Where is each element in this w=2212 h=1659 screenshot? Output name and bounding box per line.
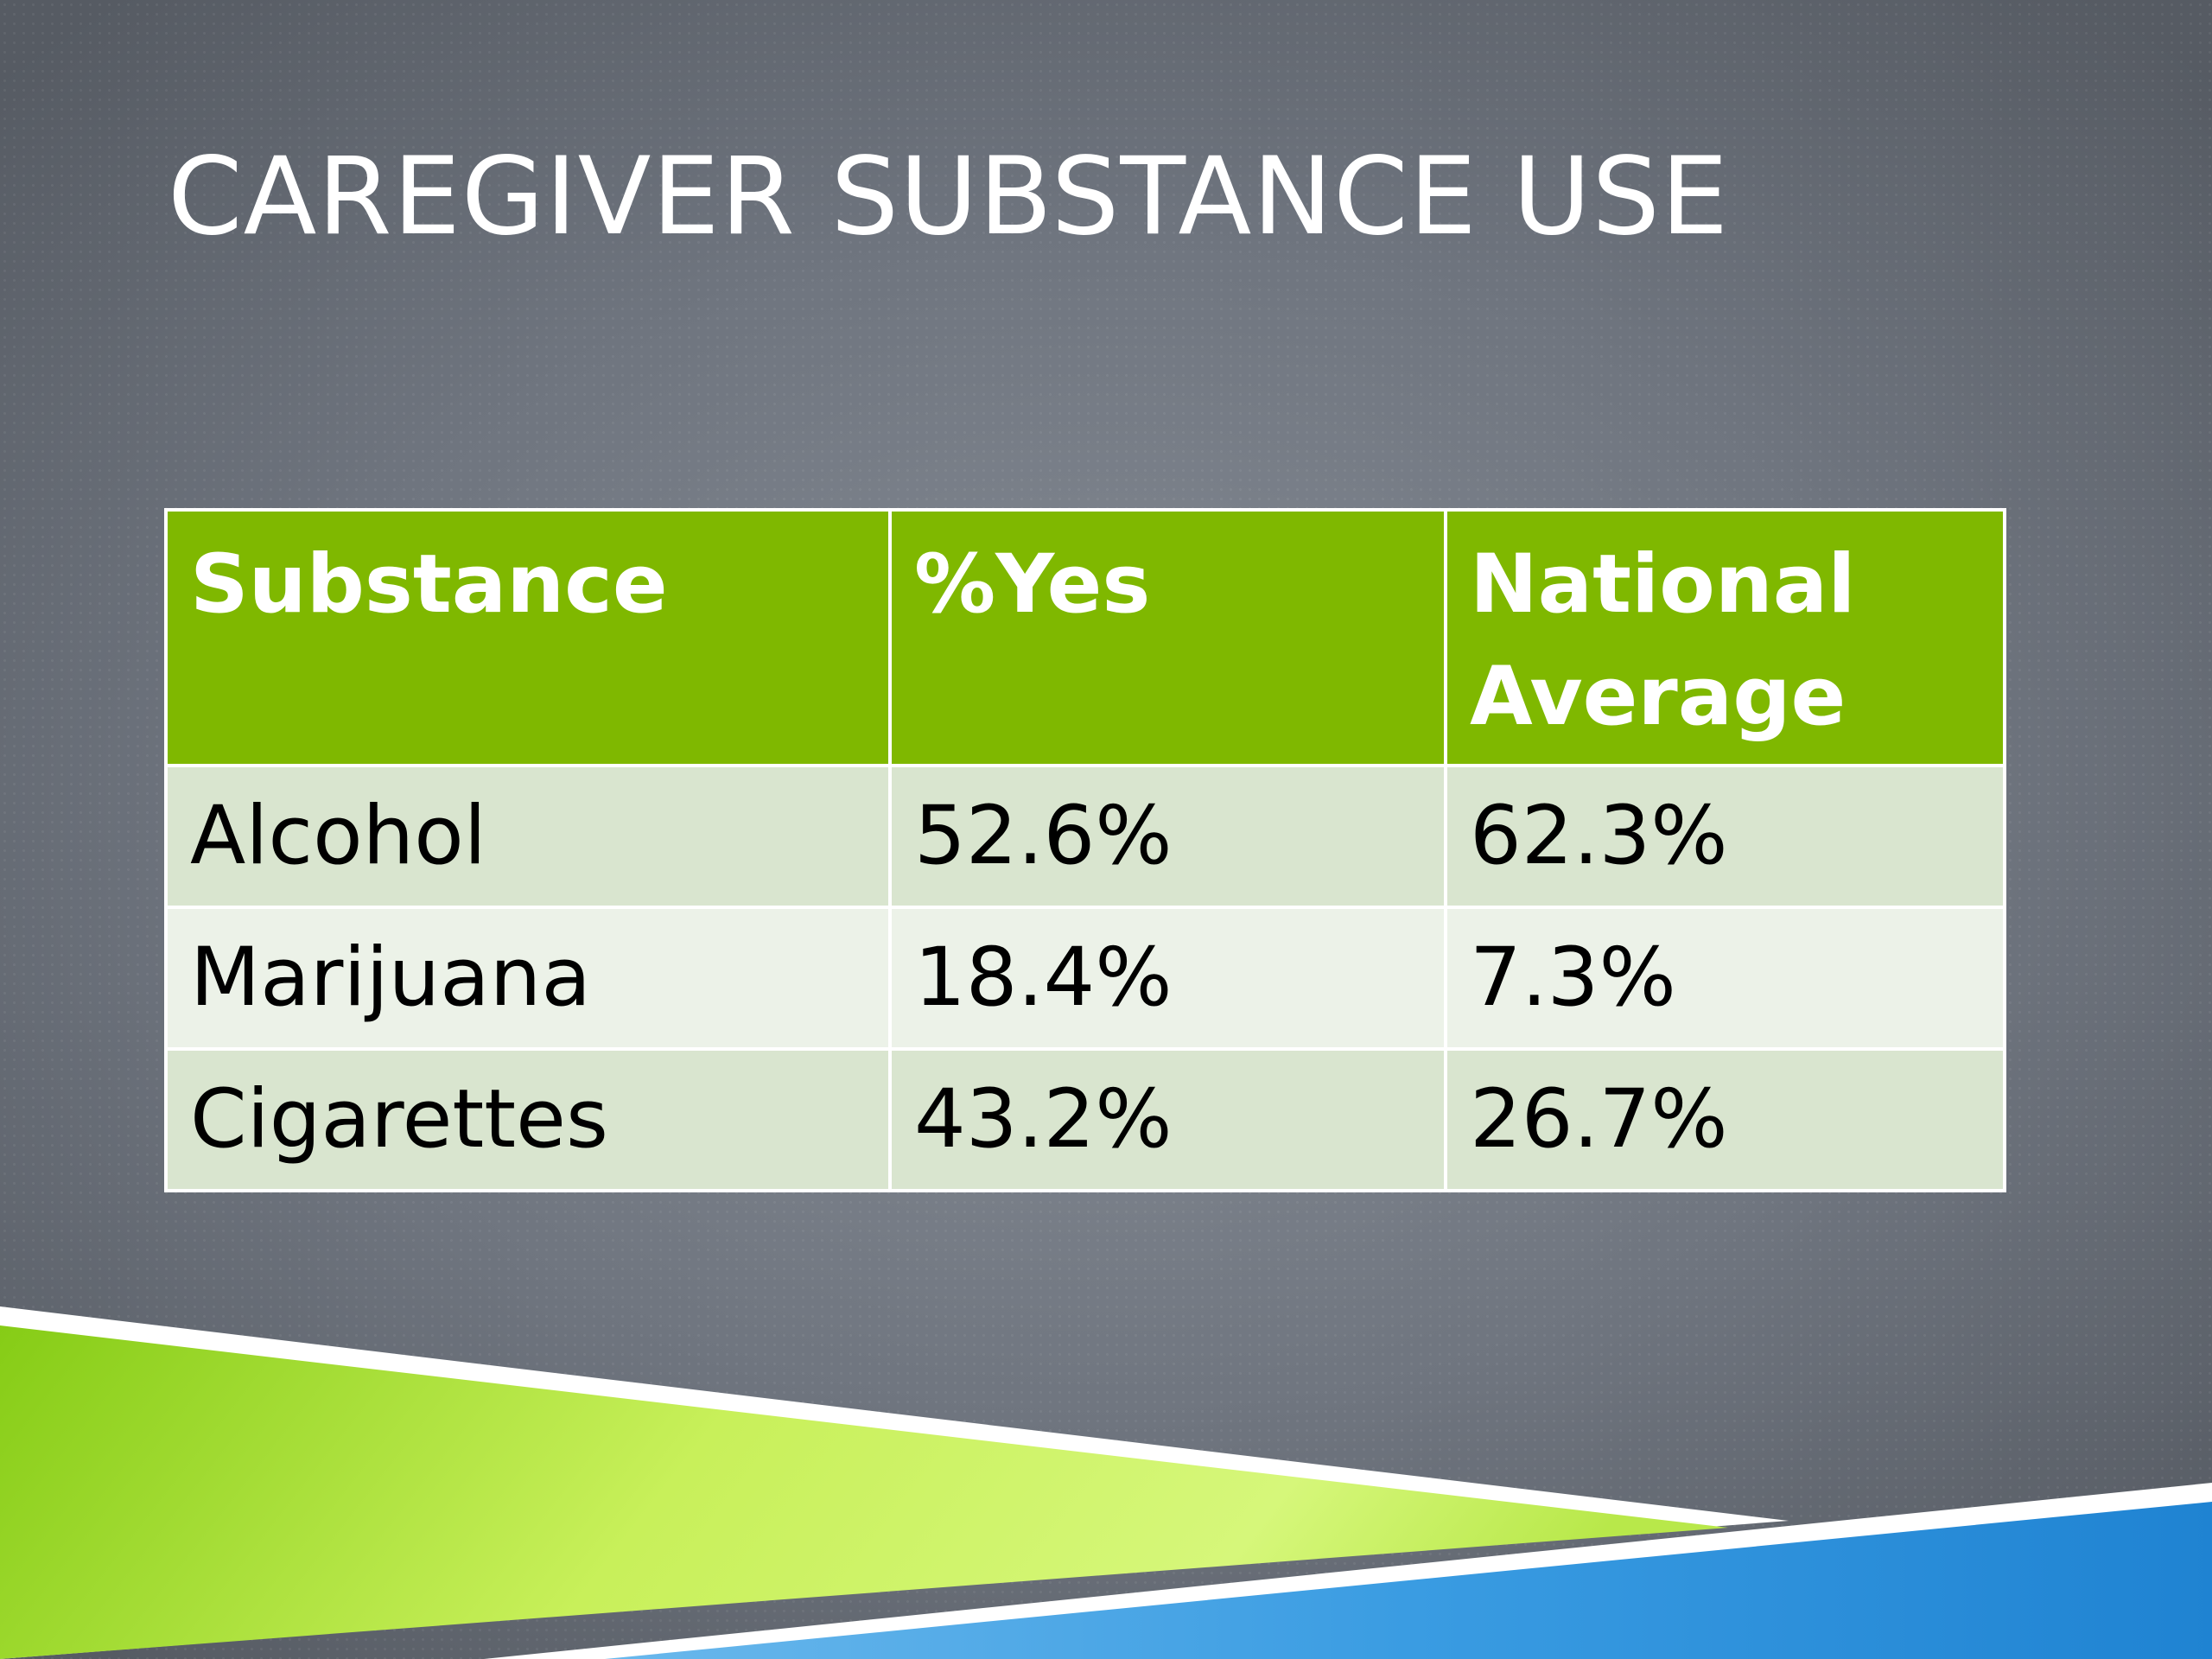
cell-national-average: 62.3% <box>1444 764 2006 909</box>
table-row-cigarettes: Cigarettes 43.2% 26.7% <box>164 1047 2006 1192</box>
green-wedge <box>0 1325 1728 1659</box>
table-row-alcohol: Alcohol 52.6% 62.3% <box>164 764 2006 909</box>
cell-substance: Alcohol <box>164 764 892 909</box>
slide-title: CAREGIVER SUBSTANCE USE <box>168 135 1730 259</box>
white-stripe-upper <box>0 1306 1789 1659</box>
table-header-row: Substance %Yes National Average <box>164 508 2006 767</box>
cell-substance: Marijuana <box>164 906 892 1051</box>
blue-wedge <box>605 1502 2212 1659</box>
white-stripe-lower <box>484 1483 2212 1659</box>
header-national-average: National Average <box>1444 508 2006 767</box>
header-substance: Substance <box>164 508 892 767</box>
cell-percent-yes: 52.6% <box>888 764 1447 909</box>
header-percent-yes: %Yes <box>888 508 1447 767</box>
cell-national-average: 7.3% <box>1444 906 2006 1051</box>
table-row-marijuana: Marijuana 18.4% 7.3% <box>164 906 2006 1051</box>
cell-percent-yes: 43.2% <box>888 1047 1447 1192</box>
cell-national-average: 26.7% <box>1444 1047 2006 1192</box>
cell-substance: Cigarettes <box>164 1047 892 1192</box>
cell-percent-yes: 18.4% <box>888 906 1447 1051</box>
substance-table: Substance %Yes National Average Alcohol … <box>164 508 2006 1192</box>
